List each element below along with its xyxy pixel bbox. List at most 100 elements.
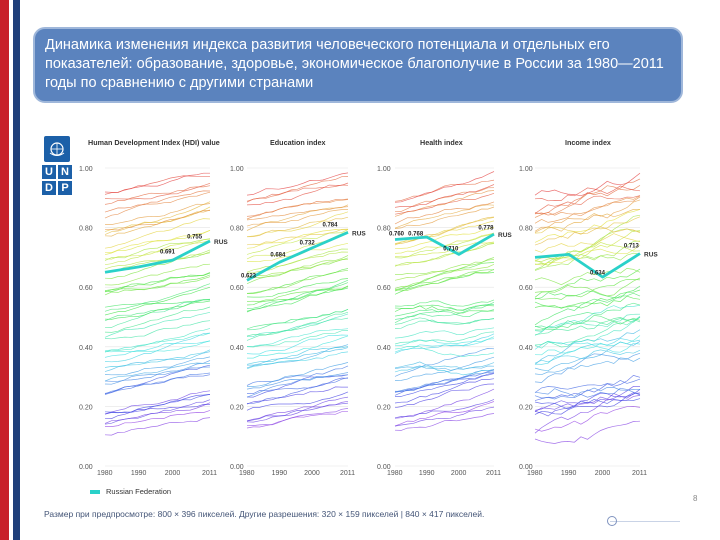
data-label: 0.755 (187, 235, 203, 241)
country-line (394, 365, 495, 371)
country-line (534, 304, 641, 336)
country-line (246, 204, 349, 231)
data-label: 0.684 (270, 252, 286, 258)
country-line (395, 259, 495, 275)
x-tick-label: 1980 (97, 470, 113, 477)
series-end-label: RUS (214, 239, 228, 246)
country-line (104, 283, 211, 312)
country-line (394, 366, 495, 376)
country-line (534, 244, 641, 266)
country-line (104, 306, 211, 333)
country-line (246, 216, 349, 238)
country-line (534, 268, 641, 286)
country-line (394, 299, 495, 307)
country-line (246, 259, 349, 277)
x-tick-label: 1990 (131, 470, 147, 477)
country-line (394, 257, 495, 289)
logo-letter: N (58, 165, 72, 179)
x-tick-label: 1990 (419, 470, 435, 477)
x-tick-label: 2000 (595, 470, 611, 477)
country-line (246, 228, 349, 246)
slide-number: 8 (693, 494, 698, 503)
y-tick-label: 0.20 (79, 404, 93, 411)
country-line (104, 374, 211, 395)
country-line (394, 184, 495, 208)
country-line (394, 383, 495, 409)
country-line (394, 171, 495, 203)
country-line (534, 335, 641, 356)
country-line (534, 240, 641, 271)
left-accent-bar-red (0, 0, 9, 540)
country-line (534, 340, 641, 353)
chart-panel: Human Development Index (HDI) value 1.00 0… (79, 138, 228, 477)
y-tick-label: 0.00 (79, 464, 93, 471)
country-line (246, 408, 349, 426)
chart-panel: Income index 1.00 0.80 0.60 0.40 0.20 0.001980… (519, 138, 658, 477)
y-tick-label: 0.60 (230, 285, 244, 292)
series-line-russia (104, 239, 211, 274)
country-line (104, 394, 211, 415)
country-line (246, 308, 349, 330)
country-line (395, 372, 495, 397)
country-line (246, 184, 349, 203)
chart-title: Education index (270, 138, 326, 147)
y-tick-label: 0.80 (79, 226, 93, 233)
country-line (246, 374, 349, 398)
country-line (534, 233, 641, 253)
country-line (104, 390, 211, 415)
country-line (247, 242, 349, 262)
chart-title: Health index (420, 138, 463, 147)
y-tick-label: 0.20 (377, 404, 391, 411)
country-line (246, 248, 349, 273)
country-line (394, 262, 495, 292)
country-line (246, 402, 349, 422)
y-tick-label: 0.40 (230, 345, 244, 352)
y-tick-label: 0.80 (377, 226, 391, 233)
country-line (534, 185, 641, 202)
country-line (104, 210, 211, 231)
country-line (534, 375, 641, 401)
country-line (246, 282, 349, 312)
country-line (534, 268, 641, 298)
country-line (104, 311, 211, 338)
country-line (534, 329, 641, 365)
country-line (104, 190, 211, 213)
data-label: 0.768 (408, 232, 424, 238)
country-line (246, 278, 349, 298)
country-line (247, 347, 349, 366)
country-line (104, 251, 211, 270)
country-line (394, 204, 495, 229)
x-tick-label: 2011 (202, 470, 217, 477)
country-line (394, 272, 495, 295)
y-tick-label: 0.80 (230, 226, 244, 233)
country-line (246, 172, 349, 196)
country-line (246, 311, 349, 337)
chart-legend: Russian Federation (90, 487, 171, 496)
country-line (394, 317, 495, 325)
country-line (104, 332, 211, 352)
country-line (104, 201, 211, 235)
country-line (104, 300, 211, 320)
country-line (394, 263, 495, 281)
country-line (394, 220, 495, 246)
country-line (394, 179, 495, 202)
x-tick-label: 2000 (165, 470, 181, 477)
y-tick-label: 0.20 (230, 404, 244, 411)
country-line (104, 372, 211, 395)
country-line (246, 206, 349, 221)
x-tick-label: 2000 (451, 470, 467, 477)
country-line (247, 362, 349, 387)
x-tick-label: 2011 (486, 470, 501, 477)
country-line (394, 318, 495, 329)
logo-letter: U (42, 165, 56, 179)
country-line (104, 299, 211, 328)
country-line (394, 361, 495, 370)
country-line (394, 268, 495, 291)
country-line (246, 400, 349, 422)
country-line (534, 406, 641, 432)
country-line (104, 356, 211, 376)
country-line (104, 362, 211, 382)
country-line (246, 351, 349, 370)
country-line (104, 238, 211, 261)
country-line (246, 285, 349, 306)
